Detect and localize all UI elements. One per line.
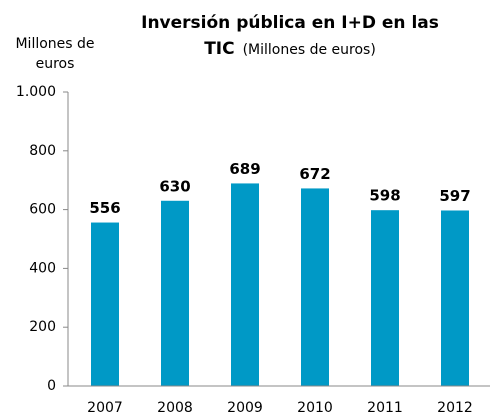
y-tick-label: 800	[29, 143, 56, 159]
y-tick-label: 400	[29, 260, 56, 276]
y-tick-label: 200	[29, 319, 56, 335]
value-label: 598	[369, 187, 400, 205]
bar	[301, 188, 329, 386]
x-tick-label: 2010	[297, 400, 333, 416]
y-tick-label: 600	[29, 202, 56, 218]
y-tick-label: 1.000	[16, 84, 56, 100]
x-tick-label: 2011	[367, 400, 403, 416]
bar	[441, 210, 469, 386]
value-label: 597	[439, 187, 470, 205]
x-tick-label: 2009	[227, 400, 263, 416]
title-block: Inversión pública en I+D en las TIC (Mill…	[105, 10, 475, 63]
chart-title: Inversión pública en I+D en las TIC	[141, 13, 439, 59]
value-label: 630	[159, 177, 190, 195]
chart-subtitle: (Millones de euros)	[242, 42, 376, 58]
bar	[161, 200, 189, 386]
value-label: 672	[299, 165, 330, 183]
y-axis-label: Millones de euros	[15, 36, 95, 72]
bar	[91, 222, 119, 386]
x-tick-label: 2007	[87, 400, 123, 416]
bar	[371, 210, 399, 386]
y-tick-label: 0	[47, 378, 56, 394]
value-label: 556	[89, 199, 120, 217]
value-label: 689	[229, 160, 260, 178]
bar	[231, 183, 259, 386]
x-tick-label: 2008	[157, 400, 193, 416]
x-tick-label: 2012	[437, 400, 473, 416]
